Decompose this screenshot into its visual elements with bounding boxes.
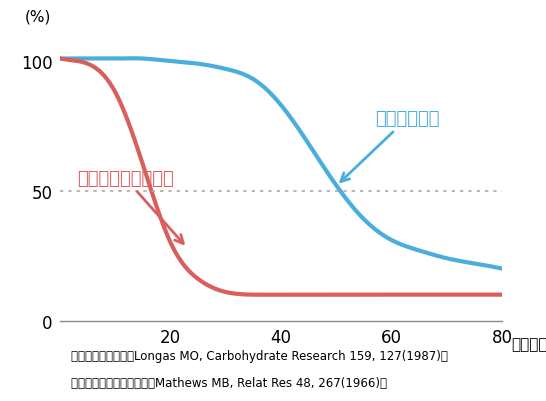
- Text: ヒアルロン酸変化（Longas MO, Carbohydrate Research 159, 127(1987)）: ヒアルロン酸変化（Longas MO, Carbohydrate Researc…: [71, 349, 448, 362]
- Text: （年齢）: （年齢）: [511, 336, 546, 351]
- Text: コンドロイチン硫酸変化（Mathews MB, Relat Res 48, 267(1966)）: コンドロイチン硫酸変化（Mathews MB, Relat Res 48, 26…: [71, 376, 387, 389]
- Text: (%): (%): [25, 10, 51, 25]
- Text: ヒアルロン酸: ヒアルロン酸: [341, 110, 440, 182]
- Text: コンドロイチン硫酸: コンドロイチン硫酸: [76, 170, 183, 244]
